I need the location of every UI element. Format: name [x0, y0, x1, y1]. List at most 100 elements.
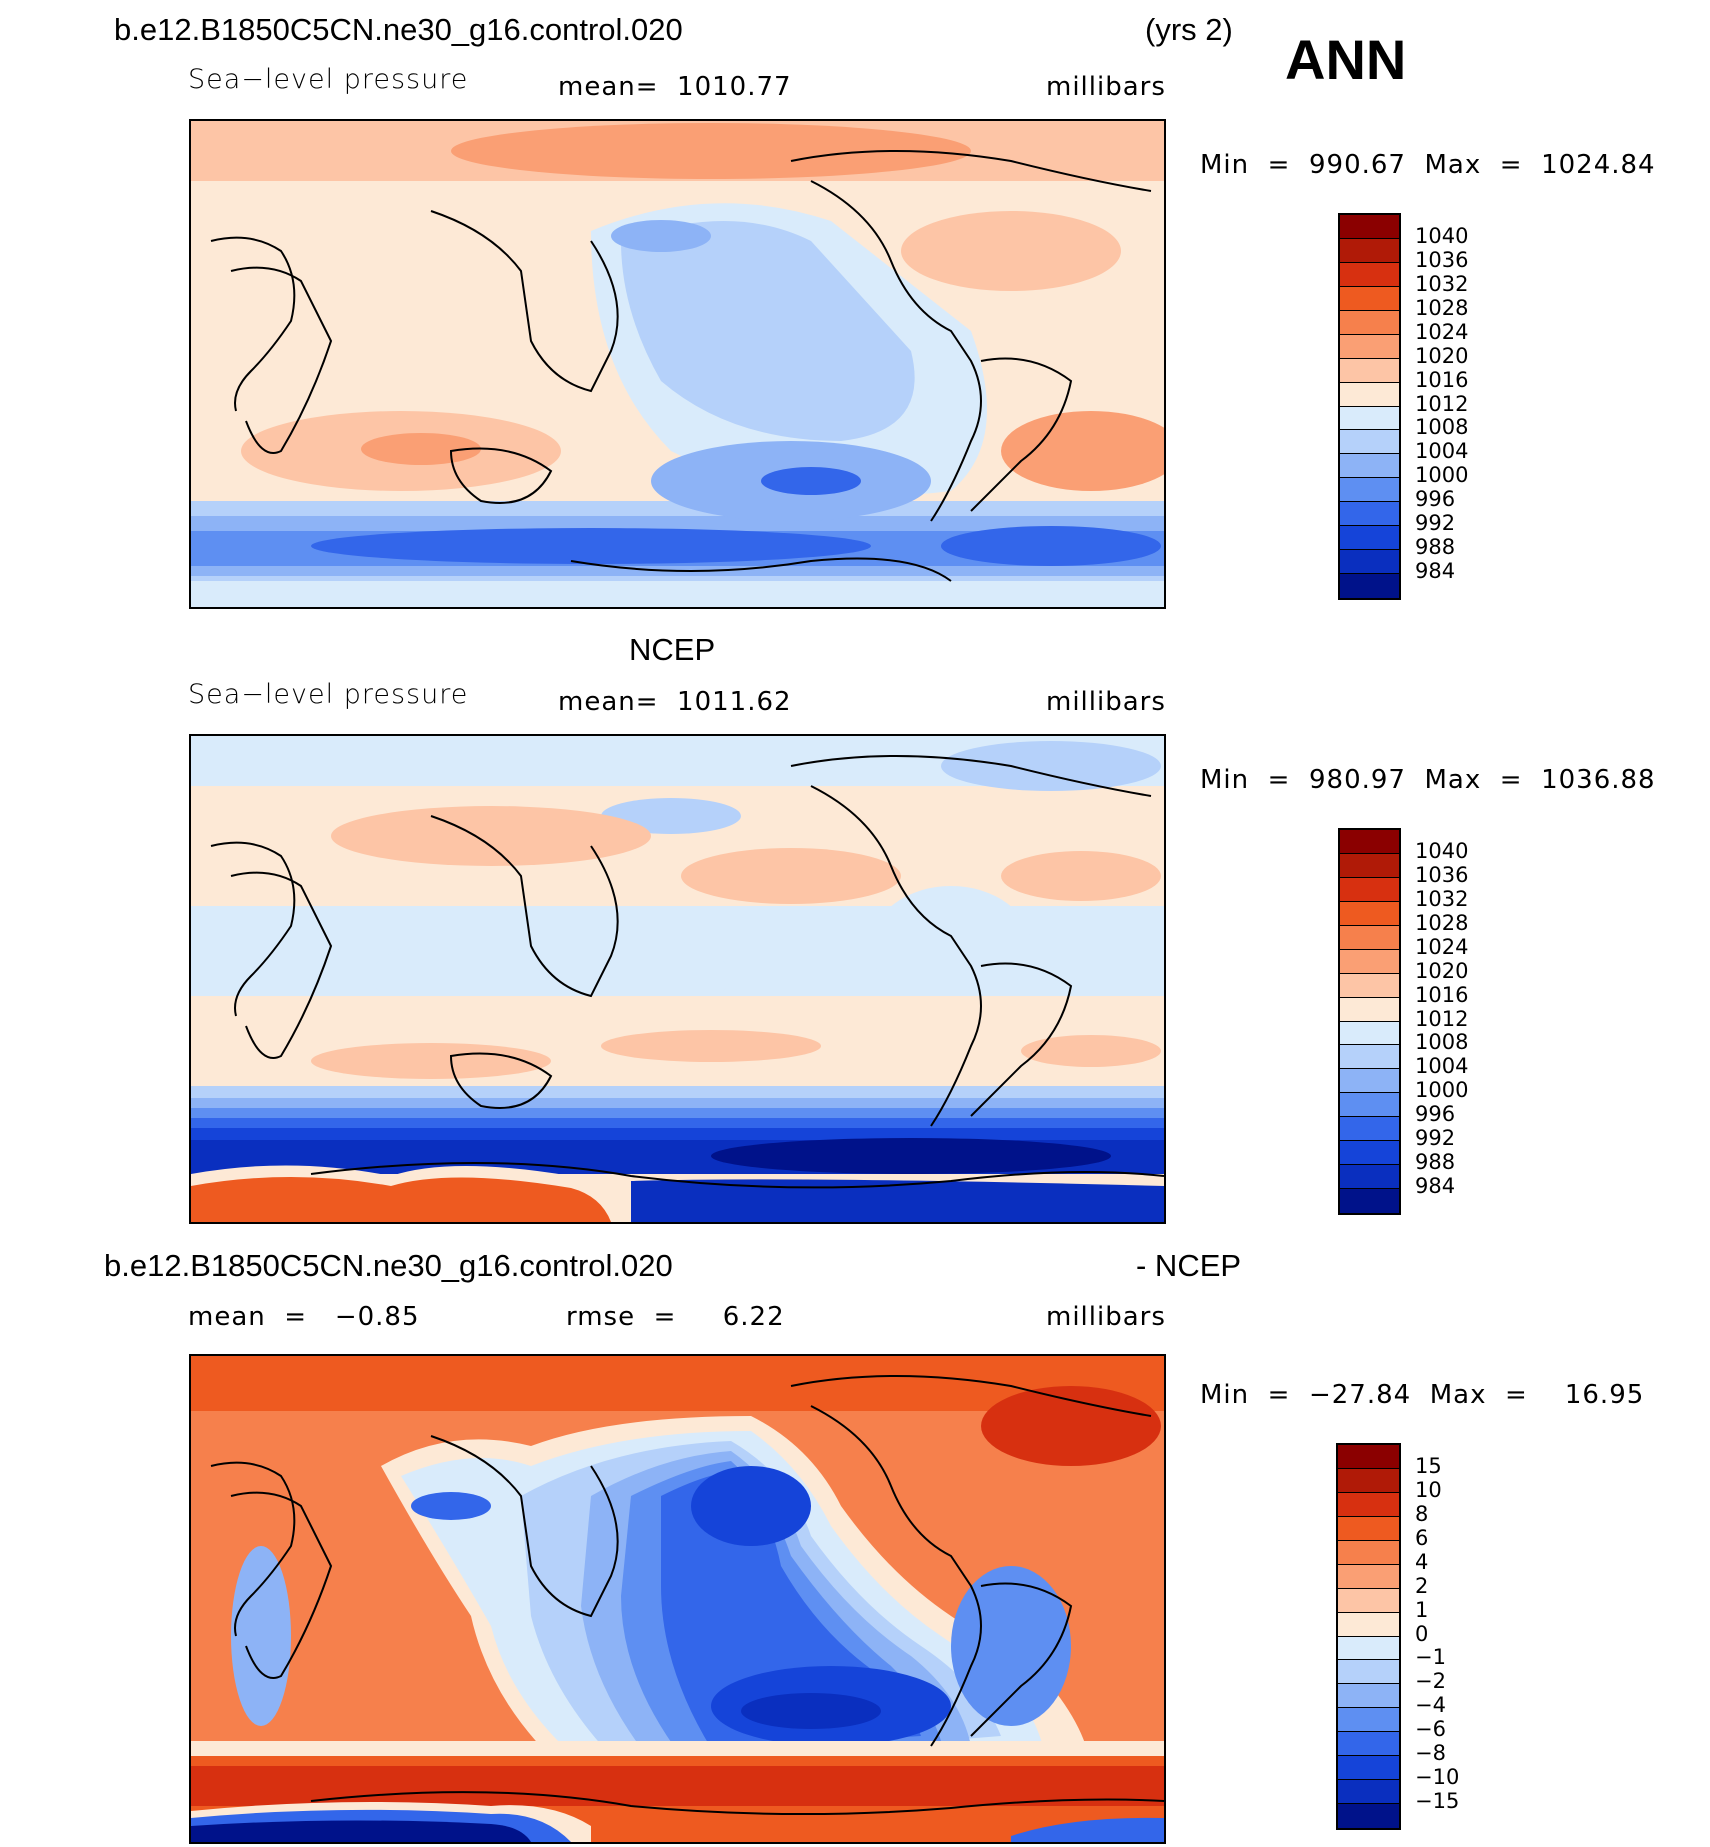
colorbar-tick-label: 1028	[1415, 295, 1469, 320]
colorbar-tick-label: 992	[1415, 511, 1456, 536]
colorbar-tick-label: −10	[1415, 1765, 1460, 1790]
colorbar-box	[1338, 1468, 1399, 1493]
colorbar-box	[1338, 1492, 1399, 1517]
panel3-mean: mean = −0.85	[188, 1302, 420, 1332]
colorbar-tick-label: 988	[1415, 535, 1456, 560]
colorbar-tick-label: 1028	[1415, 910, 1469, 935]
panel3-title-right: - NCEP	[1136, 1248, 1242, 1283]
colorbar-box	[1338, 1732, 1399, 1757]
colorbar-tick-label: 1024	[1415, 319, 1469, 344]
colorbar-box	[1338, 1708, 1399, 1733]
colorbar-tick-label: 1012	[1415, 391, 1469, 416]
panel2-title: NCEP	[629, 632, 716, 667]
panel2-mean: mean= 1011.62	[558, 687, 792, 717]
colorbar-tick-label: 2	[1415, 1573, 1429, 1598]
colorbar-box	[1340, 454, 1399, 479]
colorbar-box	[1338, 1780, 1399, 1805]
colorbar-tick-label: 1004	[1415, 1054, 1469, 1079]
colorbar-box	[1340, 1021, 1399, 1046]
colorbar-box	[1340, 382, 1399, 407]
panel1-map	[189, 119, 1166, 609]
colorbar-box	[1340, 925, 1399, 950]
colorbar-tick-label: 1020	[1415, 958, 1469, 983]
colorbar-tick-label: 996	[1415, 487, 1456, 512]
colorbar-tick-label: −2	[1415, 1669, 1446, 1694]
colorbar-box	[1338, 1660, 1399, 1685]
colorbar-tick-label: 1016	[1415, 367, 1469, 392]
colorbar-tick-label: 1020	[1415, 343, 1469, 368]
panel3-rmse: rmse = 6.22	[566, 1302, 785, 1332]
colorbar-box	[1340, 526, 1399, 551]
colorbar-tick-label: −4	[1415, 1693, 1446, 1718]
panel3-minmax: Min = −27.84 Max = 16.95	[1200, 1380, 1645, 1410]
colorbar-tick-label: 1036	[1415, 247, 1469, 272]
colorbar-box	[1338, 1588, 1399, 1613]
colorbar-tick-label: −6	[1415, 1717, 1446, 1742]
colorbar-tick-label: 6	[1415, 1525, 1429, 1550]
panel1-minmax: Min = 990.67 Max = 1024.84	[1200, 150, 1656, 180]
colorbar-tick-label: 984	[1415, 1174, 1456, 1199]
colorbar-box	[1340, 830, 1399, 854]
colorbar-box	[1340, 334, 1399, 359]
colorbar-box	[1340, 1117, 1399, 1142]
colorbar-box	[1340, 478, 1399, 503]
colorbar-box	[1340, 901, 1399, 926]
panel3-colorbar	[1336, 1443, 1401, 1830]
colorbar-tick-label: 1012	[1415, 1006, 1469, 1031]
colorbar-tick-label: 984	[1415, 559, 1456, 584]
case-title: b.e12.B1850C5CN.ne30_g16.control.020	[114, 12, 683, 47]
colorbar-box	[1338, 1636, 1399, 1661]
panel2-units: millibars	[1046, 687, 1166, 717]
colorbar-tick-label: 1040	[1415, 838, 1469, 863]
panel1-mean: mean= 1010.77	[558, 72, 792, 102]
panel1-variable: Sea−level pressure	[188, 64, 469, 95]
panel2-map	[189, 734, 1166, 1224]
colorbar-box	[1338, 1612, 1399, 1637]
colorbar-tick-label: 1036	[1415, 862, 1469, 887]
colorbar-tick-label: 1016	[1415, 982, 1469, 1007]
colorbar-box	[1340, 406, 1399, 431]
colorbar-tick-label: 1008	[1415, 1030, 1469, 1055]
colorbar-tick-label: 1032	[1415, 886, 1469, 911]
season-label: ANN	[1285, 28, 1407, 91]
colorbar-box	[1340, 502, 1399, 527]
colorbar-box	[1338, 1516, 1399, 1541]
colorbar-tick-label: 1024	[1415, 934, 1469, 959]
colorbar-box	[1340, 853, 1399, 878]
colorbar-tick-label: 1004	[1415, 439, 1469, 464]
colorbar-box	[1340, 286, 1399, 311]
colorbar-box	[1340, 215, 1399, 239]
panel1-colorbar	[1338, 213, 1401, 600]
colorbar-tick-label: 1040	[1415, 223, 1469, 248]
colorbar-box	[1340, 1141, 1399, 1166]
panel3-title-left: b.e12.B1850C5CN.ne30_g16.control.020	[104, 1248, 673, 1283]
panel2-colorbar	[1338, 828, 1401, 1215]
colorbar-tick-label: 0	[1415, 1621, 1429, 1646]
colorbar-tick-label: 1	[1415, 1597, 1429, 1622]
colorbar-box	[1338, 1445, 1399, 1469]
colorbar-box	[1338, 1804, 1399, 1828]
colorbar-box	[1340, 1189, 1399, 1213]
panel2-variable: Sea−level pressure	[188, 679, 469, 710]
colorbar-tick-label: 8	[1415, 1501, 1429, 1526]
colorbar-box	[1340, 238, 1399, 263]
colorbar-box	[1340, 1069, 1399, 1094]
colorbar-box	[1340, 550, 1399, 575]
colorbar-box	[1340, 997, 1399, 1022]
colorbar-box	[1340, 430, 1399, 455]
colorbar-box	[1338, 1564, 1399, 1589]
colorbar-tick-label: 15	[1415, 1453, 1442, 1478]
colorbar-box	[1340, 574, 1399, 598]
colorbar-tick-label: 4	[1415, 1549, 1429, 1574]
colorbar-tick-label: 10	[1415, 1477, 1442, 1502]
colorbar-tick-label: −8	[1415, 1741, 1446, 1766]
colorbar-box	[1338, 1756, 1399, 1781]
colorbar-box	[1338, 1540, 1399, 1565]
colorbar-tick-label: 1000	[1415, 1078, 1469, 1103]
panel3-units: millibars	[1046, 1302, 1166, 1332]
colorbar-box	[1340, 1165, 1399, 1190]
panel2-minmax: Min = 980.97 Max = 1036.88	[1200, 765, 1656, 795]
colorbar-box	[1340, 358, 1399, 383]
colorbar-tick-label: 992	[1415, 1126, 1456, 1151]
colorbar-box	[1340, 262, 1399, 287]
